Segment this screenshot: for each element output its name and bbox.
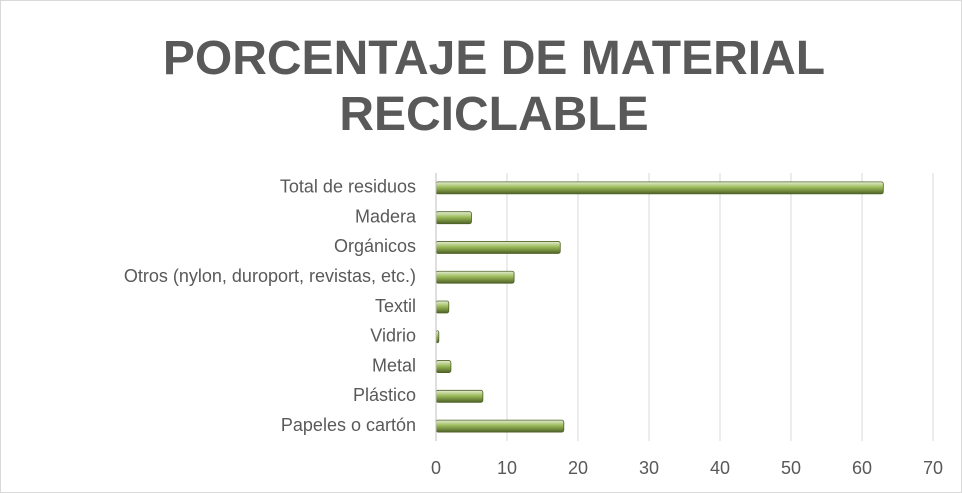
chart-title: PORCENTAJE DE MATERIAL RECICLABLE <box>162 32 826 141</box>
bar <box>435 241 561 254</box>
y-tick-label: Madera <box>355 206 417 226</box>
y-tick-label: Metal <box>372 355 416 375</box>
x-tick-label: 60 <box>852 458 872 478</box>
bar <box>435 211 472 225</box>
y-tick-label: Papeles o cartón <box>281 415 416 435</box>
y-tick-label: Plástico <box>353 385 416 405</box>
x-tick-label: 20 <box>568 458 588 478</box>
x-tick-label: 50 <box>781 458 801 478</box>
bar <box>435 419 565 433</box>
x-tick-label: 10 <box>497 458 517 478</box>
x-tick-label: 0 <box>431 458 441 478</box>
y-tick-label: Orgánicos <box>334 236 416 256</box>
bar <box>435 300 450 314</box>
x-tick-label: 70 <box>923 458 943 478</box>
bar <box>435 389 484 403</box>
y-tick-label: Total de residuos <box>280 177 416 197</box>
x-tick-label: 30 <box>639 458 659 478</box>
y-tick-label: Vidrio <box>370 326 416 346</box>
y-tick-label: Textil <box>375 296 416 316</box>
x-tick-label: 40 <box>710 458 730 478</box>
bar <box>435 360 452 373</box>
y-tick-label: Otros (nylon, duroport, revistas, etc.) <box>124 266 416 286</box>
bar <box>435 181 884 195</box>
bar <box>435 270 515 284</box>
